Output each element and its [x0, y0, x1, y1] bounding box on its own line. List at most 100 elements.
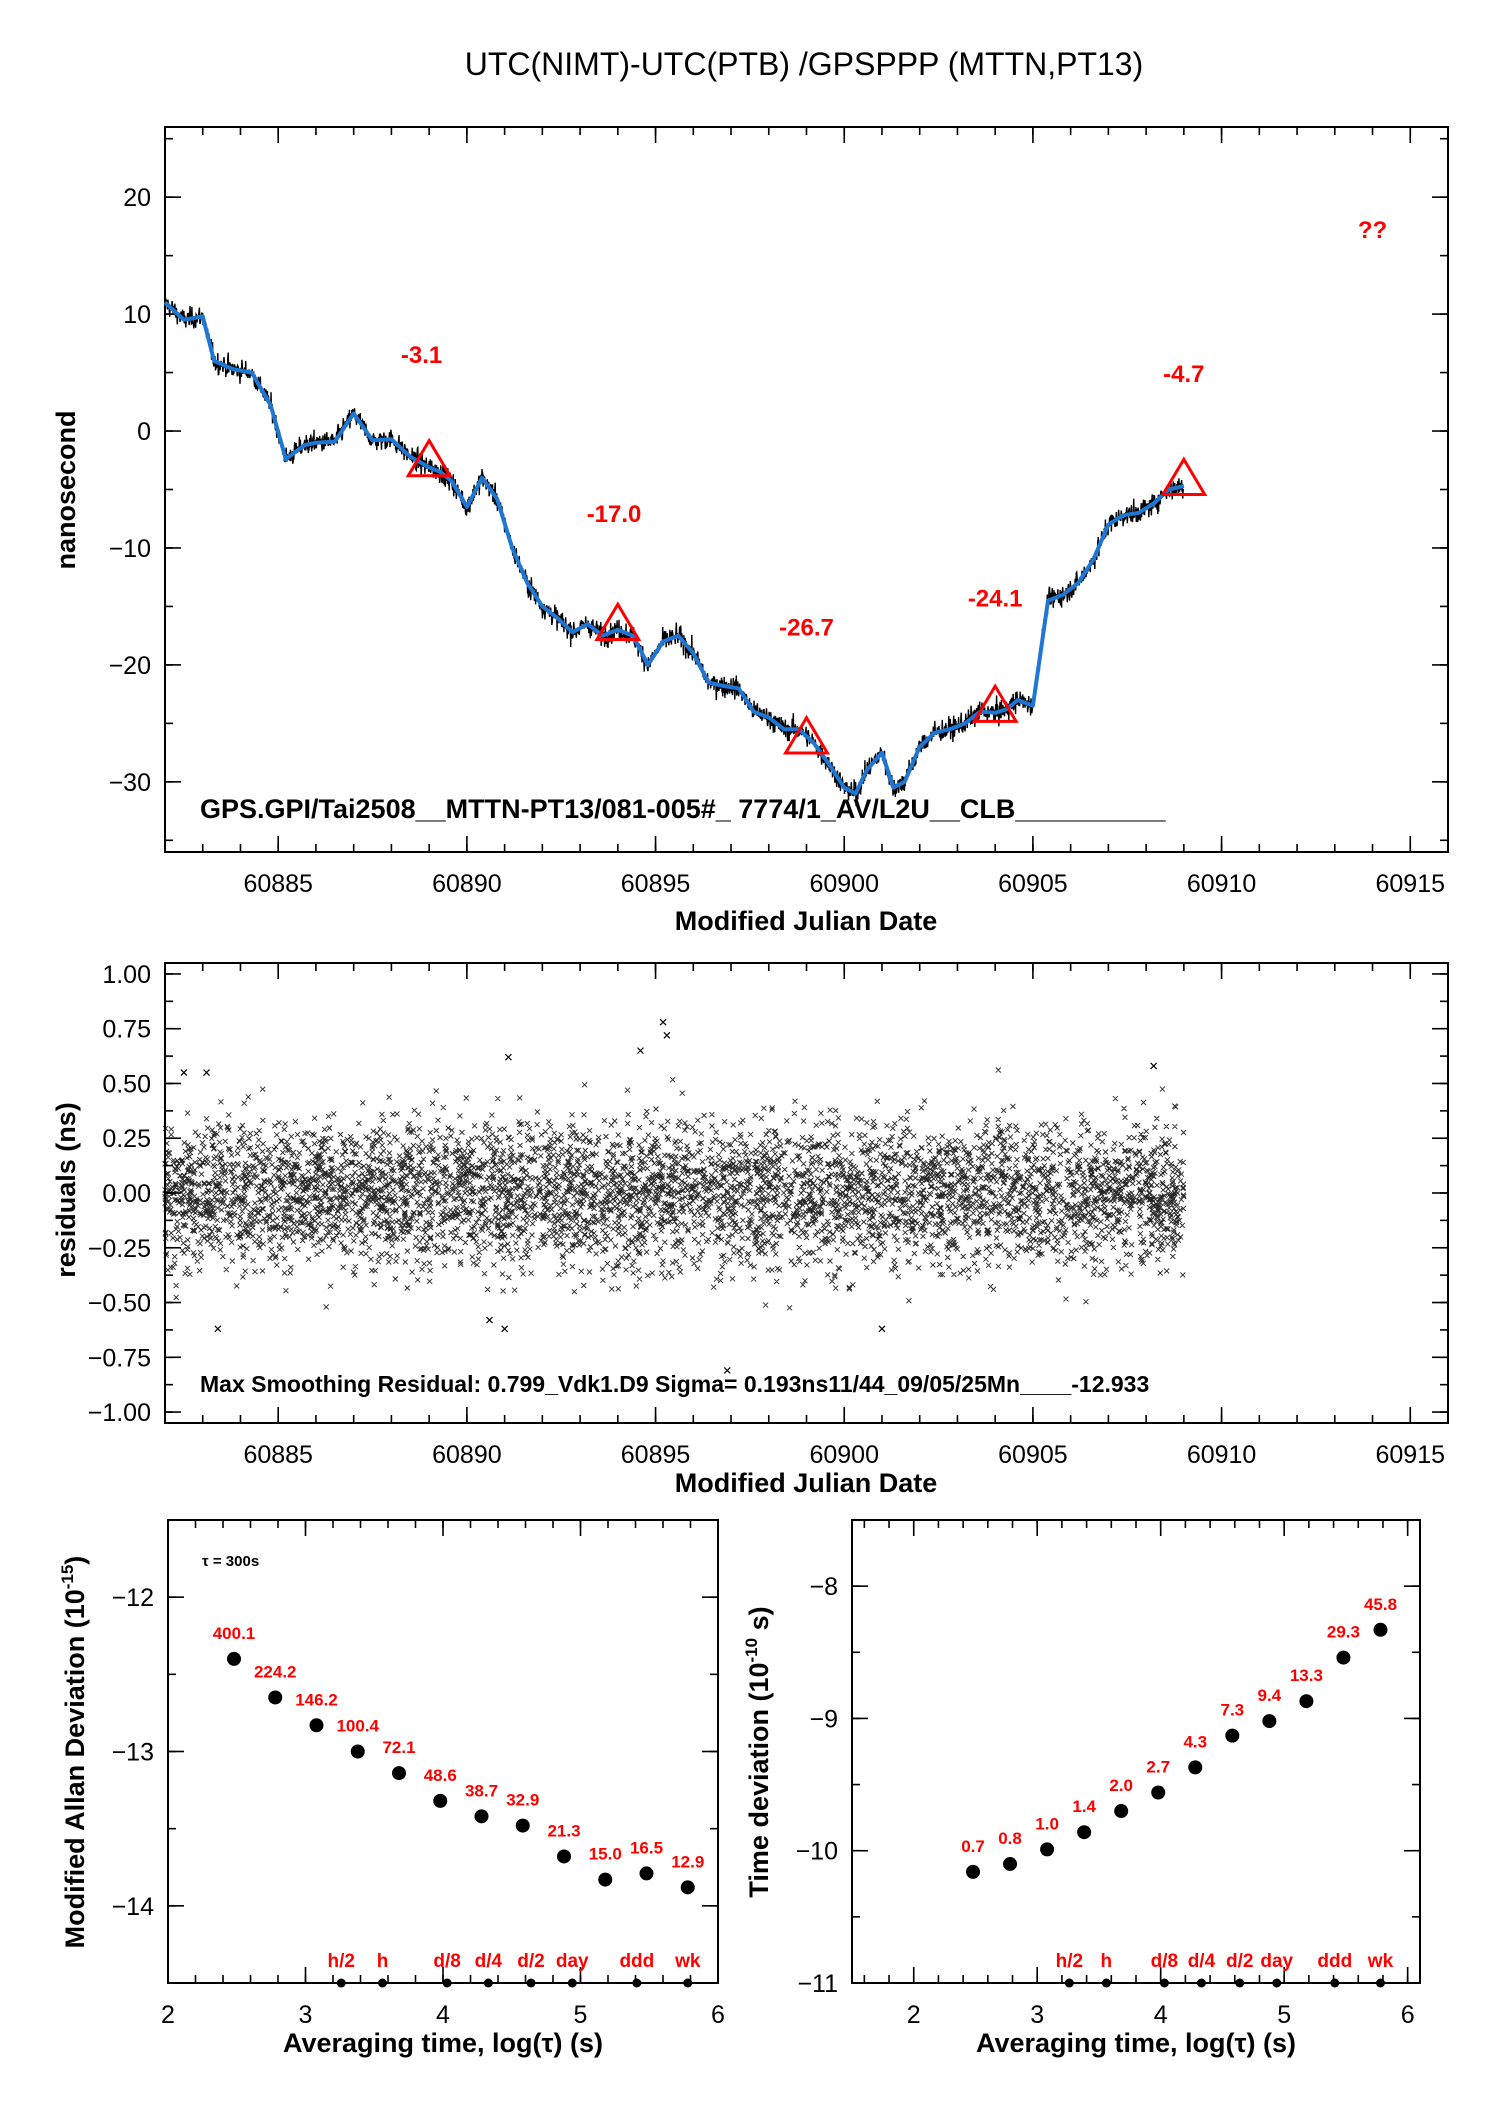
- timeseries-panel: 60885 60890 60895 60900 60905 60910 60915 20 10 0…: [51, 126, 1449, 936]
- mdev-point: [557, 1849, 571, 1864]
- residuals-x-tick-label: 60910: [1187, 1441, 1257, 1469]
- timeseries-y-tick-label: −30: [109, 769, 151, 797]
- tdev-time-marker-label: d/2: [1226, 1951, 1253, 1972]
- timeseries-y-tick-label: 20: [123, 184, 151, 212]
- tdev-time-marker-label: d/4: [1188, 1951, 1216, 1972]
- residuals-y-tick-label: −0.25: [88, 1235, 151, 1263]
- timeseries-triangle-marker: [971, 683, 1019, 723]
- tdev-point: [1114, 1804, 1129, 1819]
- tdev-point: [1040, 1842, 1055, 1857]
- tdev-y-tick-label: −8: [809, 1573, 838, 1601]
- residual-outlier-point: [723, 1367, 731, 1374]
- timeseries-triangle-marker: [594, 601, 642, 642]
- mdev-point: [227, 1651, 241, 1666]
- mdev-point: [680, 1880, 695, 1895]
- residual-points: [162, 1067, 1187, 1311]
- timeseries-y-axis-label: nanosecond: [51, 410, 81, 569]
- mdev-time-marker: [526, 1978, 536, 1988]
- tdev-time-marker: [1272, 1978, 1282, 1988]
- tdev-time-marker-label: wk: [1367, 1951, 1394, 1972]
- mdev-point-label: 15.0: [589, 1845, 622, 1864]
- residual-outlier-point: [504, 1053, 512, 1061]
- tdev-time-marker: [1196, 1978, 1206, 1988]
- tdev-point: [1003, 1856, 1018, 1871]
- mdev-point-label: 400.1: [213, 1624, 256, 1643]
- timeseries-x-tick-label: 60910: [1187, 870, 1257, 898]
- timeseries-triangle-marker: [782, 714, 831, 755]
- mdev-point-label: 21.3: [547, 1821, 580, 1840]
- mdev-point: [515, 1818, 530, 1833]
- residual-outlier-point: [878, 1325, 886, 1333]
- tdev-time-marker: [1375, 1978, 1385, 1988]
- residuals-plot-frame: [164, 962, 1449, 1424]
- tdev-x-tick-label: 5: [1277, 2001, 1291, 2029]
- residuals-y-tick-label: 0.50: [102, 1070, 151, 1098]
- timeseries-x-axis-label: Modified Julian Date: [675, 906, 938, 936]
- tdev-point-label: 13.3: [1290, 1666, 1323, 1685]
- timeseries-smoothed-line: [163, 300, 1185, 796]
- mdev-time-marker: [378, 1978, 387, 1988]
- tdev-plot-frame: [851, 1519, 1421, 1984]
- timeseries-annotation: -24.1: [968, 585, 1023, 612]
- mdev-point: [639, 1866, 654, 1881]
- mdev-time-marker-label: d/8: [433, 1951, 460, 1972]
- mdev-point: [474, 1809, 489, 1824]
- tdev-point-label: 0.8: [998, 1829, 1022, 1848]
- mdev-point: [598, 1872, 613, 1887]
- mdev-time-marker-label: ddd: [619, 1951, 654, 1972]
- timeseries-triangle-marker: [1160, 456, 1208, 497]
- timeseries-y-tick-label: 10: [123, 301, 151, 329]
- tdev-x-tick-label: 6: [1401, 2001, 1415, 2029]
- timeseries-raw-trace: [164, 295, 1185, 807]
- residuals-y-axis-label: residuals (ns): [51, 1102, 81, 1278]
- residuals-footer-text: Max Smoothing Residual: 0.799_Vdk1.D9 Si…: [200, 1371, 1149, 1397]
- residuals-y-tick-label: −0.50: [88, 1290, 151, 1318]
- mdev-time-marker: [442, 1978, 452, 1988]
- tdev-point: [966, 1864, 981, 1879]
- residual-outlier-point: [214, 1325, 222, 1333]
- residuals-x-tick-label: 60915: [1375, 1441, 1445, 1469]
- tdev-point: [1077, 1825, 1092, 1840]
- timeseries-y-tick-label: −10: [109, 535, 151, 563]
- tdev-point-label: 29.3: [1327, 1623, 1360, 1642]
- residuals-y-tick-label: −1.00: [88, 1399, 151, 1427]
- tdev-point-label: 1.0: [1035, 1814, 1059, 1833]
- residuals-y-tick-label: −0.75: [88, 1344, 151, 1372]
- timeseries-annotation: -3.1: [401, 342, 442, 369]
- residuals-y-tick-label: 0.25: [102, 1125, 151, 1153]
- residual-outlier-point: [203, 1069, 210, 1076]
- mdev-point-label: 146.2: [295, 1690, 338, 1709]
- mdev-x-tick-label: 5: [574, 2001, 588, 2029]
- mdev-x-axis-label: Averaging time, log(τ) (s): [283, 2028, 603, 2058]
- mdev-point: [268, 1690, 283, 1705]
- mdev-plot-frame: [167, 1519, 719, 1984]
- mdev-y-tick-label: −12: [112, 1584, 154, 1612]
- mdev-point-label: 16.5: [630, 1838, 663, 1857]
- mdev-x-tick-label: 3: [299, 2001, 313, 2029]
- mdev-time-marker: [567, 1978, 577, 1988]
- tdev-point: [1373, 1622, 1388, 1637]
- residual-outlier-point: [501, 1325, 509, 1333]
- mdev-x-tick-label: 6: [711, 2001, 725, 2029]
- residuals-x-tick-label: 60900: [809, 1441, 879, 1469]
- tdev-point-label: 4.3: [1183, 1732, 1207, 1751]
- mdev-point: [350, 1744, 365, 1759]
- timeseries-x-tick-label: 60900: [809, 870, 879, 898]
- timeseries-x-tick-label: 60915: [1375, 870, 1445, 898]
- mdev-time-marker: [683, 1978, 693, 1988]
- residuals-x-tick-label: 60905: [998, 1441, 1068, 1469]
- mdev-point-label: 72.1: [382, 1738, 415, 1757]
- mdev-time-marker: [632, 1978, 642, 1988]
- tdev-point: [1225, 1728, 1240, 1743]
- mdev-time-marker-label: d/2: [517, 1951, 544, 1972]
- chart-title: UTC(NIMT)-UTC(PTB) /GPSPPP (MTTN,PT13): [465, 46, 1144, 82]
- residuals-y-tick-label: 0.00: [102, 1180, 151, 1208]
- tdev-time-marker-label: day: [1260, 1951, 1293, 1972]
- mdev-point: [309, 1718, 324, 1733]
- tdev-point-label: 2.0: [1109, 1776, 1133, 1795]
- tdev-x-tick-label: 4: [1154, 2001, 1168, 2029]
- tdev-point-label: 7.3: [1220, 1701, 1244, 1720]
- residual-outlier-point: [1150, 1062, 1158, 1070]
- tdev-point-label: 0.7: [961, 1837, 985, 1856]
